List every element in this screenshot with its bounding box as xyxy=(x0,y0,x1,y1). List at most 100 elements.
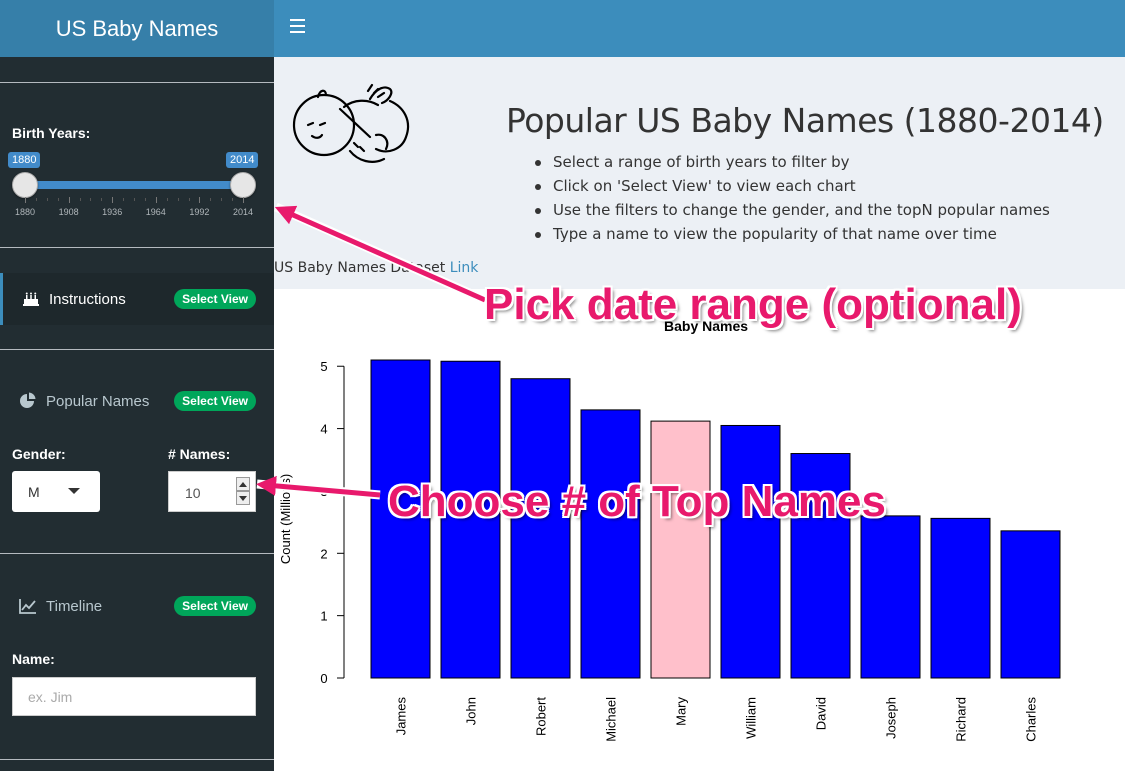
x-tick-label: William xyxy=(744,697,759,739)
arrow-down-icon xyxy=(239,495,247,501)
slider-tick-label: 1880 xyxy=(14,207,36,217)
divider xyxy=(0,349,274,350)
increment-button[interactable] xyxy=(236,477,250,491)
slider-tick xyxy=(68,197,70,203)
slider-tick xyxy=(112,197,114,203)
arrow-up-icon xyxy=(239,481,247,487)
chevron-down-icon xyxy=(68,488,80,494)
select-view-badge-popular-names[interactable]: Select View xyxy=(174,391,256,411)
hamburger-menu-icon[interactable] xyxy=(290,19,305,34)
slider-minor-tick xyxy=(134,198,135,201)
divider xyxy=(0,759,274,760)
y-tick-label: 5 xyxy=(320,359,327,374)
slider-minor-tick xyxy=(166,198,168,201)
divider xyxy=(0,247,274,248)
menu-item-popular-names[interactable]: Popular Names Select View xyxy=(0,375,274,427)
y-tick-label: 3 xyxy=(320,484,327,499)
chart-title: Baby Names xyxy=(664,318,749,334)
bar-michael xyxy=(580,409,641,679)
x-tick-label: Michael xyxy=(604,697,619,742)
slider-minor-tick xyxy=(177,198,179,201)
y-tick-label: 4 xyxy=(320,422,327,437)
slider-tick xyxy=(243,197,244,203)
slider-tick-label: 1936 xyxy=(102,207,123,217)
app-title[interactable]: US Baby Names xyxy=(0,0,274,57)
list-item: Use the filters to change the gender, an… xyxy=(534,201,1050,225)
annotation-date-range: Pick date range (optional) xyxy=(484,280,1022,329)
menu-item-timeline[interactable]: Timeline Select View xyxy=(0,580,274,632)
slider-minor-tick xyxy=(57,198,59,201)
num-names-label: # Names: xyxy=(168,446,231,462)
gender-select-value: M xyxy=(28,484,40,500)
bar-john xyxy=(440,360,501,679)
slider-minor-tick xyxy=(221,198,223,201)
y-tick-label: 1 xyxy=(320,609,327,624)
x-tick-label: David xyxy=(814,697,829,730)
x-tick-label: Charles xyxy=(1024,697,1039,742)
top-navbar xyxy=(274,0,1125,57)
menu-item-instructions[interactable]: Instructions Select View xyxy=(0,273,274,325)
x-tick-label: Richard xyxy=(954,697,969,742)
x-tick-label: Mary xyxy=(674,697,689,726)
name-input[interactable] xyxy=(12,677,256,716)
info-panel: Popular US Baby Names (1880-2014) Select… xyxy=(274,57,1125,289)
slider-minor-tick xyxy=(232,198,234,201)
select-view-badge-timeline[interactable]: Select View xyxy=(174,596,256,616)
num-names-input[interactable]: 10 xyxy=(168,471,256,512)
menu-label-instructions: Instructions xyxy=(49,290,126,308)
slider-tick-label: 1992 xyxy=(189,207,210,217)
name-label: Name: xyxy=(12,651,55,667)
birth-years-label: Birth Years: xyxy=(12,125,91,141)
instructions-list: Select a range of birth years to filter … xyxy=(534,153,1050,249)
dataset-link[interactable]: Link xyxy=(449,260,479,276)
slider-max-value: 2014 xyxy=(226,152,259,168)
y-tick-label: 0 xyxy=(320,671,327,686)
bar-charles xyxy=(1000,530,1061,679)
slider-min-value: 1880 xyxy=(8,152,41,168)
bar-mary xyxy=(650,420,711,679)
baby-icon xyxy=(292,83,410,163)
bar-chart: 0 1 2 3 4 5 Count (Millions) James John Robert Mic… xyxy=(278,359,1061,742)
x-tick-label: Joseph xyxy=(884,697,899,739)
list-item: Select a range of birth years to filter … xyxy=(534,153,1050,177)
bar-robert xyxy=(510,378,571,679)
slider-tick xyxy=(25,197,26,203)
birthday-cake-icon xyxy=(23,292,39,306)
dataset-credit: US Baby Names Dataset Link xyxy=(274,260,478,276)
bar-david xyxy=(790,453,851,679)
num-names-value: 10 xyxy=(185,485,201,501)
slider-minor-tick xyxy=(101,198,103,201)
slider-min-handle[interactable] xyxy=(12,172,38,198)
slider-tick-label: 1964 xyxy=(145,207,166,217)
decrement-button[interactable] xyxy=(236,491,250,505)
slider-tick xyxy=(199,197,201,203)
sidebar: US Baby Names Birth Years: 1880 2014 188… xyxy=(0,0,274,771)
bar-william xyxy=(720,424,781,679)
list-item: Click on 'Select View' to view each char… xyxy=(534,177,1050,201)
y-tick-label: 2 xyxy=(320,546,327,561)
annotation-top-names: Choose # of Top Names xyxy=(388,477,886,526)
y-axis-label: Count (Millions) xyxy=(278,474,293,564)
bar-chart-panel: Baby Names 0 1 2 3 4 5 Count (Millions) James Jo… xyxy=(274,289,1125,771)
x-tick-label: Robert xyxy=(534,697,549,736)
slider-minor-tick xyxy=(46,198,48,201)
gender-select[interactable]: M xyxy=(12,471,100,512)
bar-richard xyxy=(930,517,991,679)
select-view-badge-instructions[interactable]: Select View xyxy=(174,289,256,309)
dataset-text: US Baby Names Dataset xyxy=(274,260,446,276)
bar-joseph xyxy=(860,515,921,679)
slider-tick-label: 2014 xyxy=(232,207,254,217)
slider-track[interactable] xyxy=(25,181,243,189)
list-item: Type a name to view the popularity of th… xyxy=(534,225,1050,249)
slider-minor-tick xyxy=(79,198,81,201)
pie-chart-icon xyxy=(20,392,36,408)
x-tick-label: James xyxy=(394,697,409,736)
menu-label-timeline: Timeline xyxy=(46,597,103,615)
slider-minor-tick xyxy=(35,198,37,201)
page-title: Popular US Baby Names (1880-2014) xyxy=(506,101,1104,140)
menu-label-popular-names: Popular Names xyxy=(46,392,150,410)
slider-tick-label: 1908 xyxy=(58,207,79,217)
gender-label: Gender: xyxy=(12,446,66,462)
divider xyxy=(0,82,274,83)
slider-max-handle[interactable] xyxy=(230,172,256,198)
